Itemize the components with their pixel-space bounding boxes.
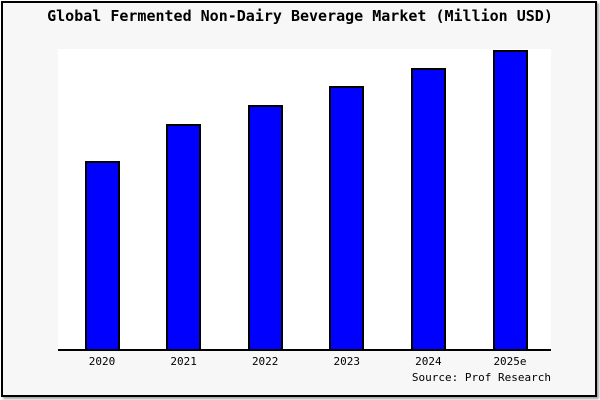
x-tick-label-2020: 2020	[88, 355, 116, 368]
x-tick-label-2024: 2024	[415, 355, 442, 368]
source-note: Source: Prof Research	[411, 371, 551, 384]
x-tick-label-2021: 2021	[170, 355, 197, 368]
x-tick-label-2023: 2023	[333, 355, 361, 368]
bar-2024	[410, 68, 446, 349]
chart-title: Global Fermented Non-Dairy Beverage Mark…	[47, 7, 553, 25]
bar-2022	[247, 105, 283, 349]
bar-2023	[329, 86, 365, 349]
x-tick-label-2025e: 2025e	[493, 355, 527, 368]
x-tick-label-2022: 2022	[251, 355, 279, 368]
bar-2020	[84, 161, 120, 349]
bar-2025e	[492, 50, 528, 349]
plot-area	[58, 49, 551, 351]
bar-2021	[166, 124, 202, 349]
